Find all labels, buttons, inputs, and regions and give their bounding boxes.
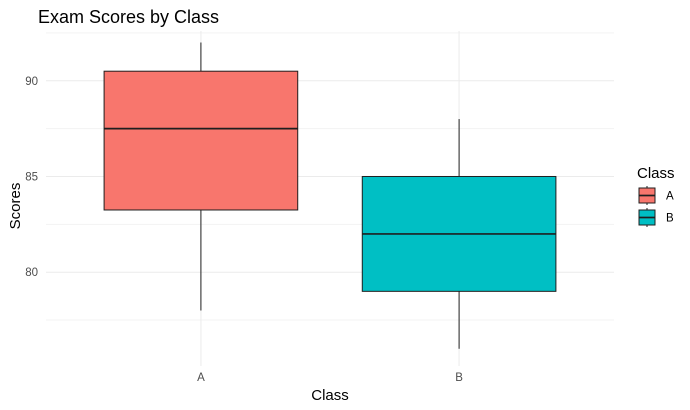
legend-item-A: A bbox=[638, 186, 674, 205]
legend-label-A: A bbox=[666, 191, 674, 203]
box-A bbox=[103, 70, 299, 211]
x-tick-label: B bbox=[455, 372, 463, 384]
y-axis-title: Scores bbox=[7, 183, 24, 230]
legend-items: AB bbox=[638, 186, 674, 227]
y-tick-label: 80 bbox=[25, 267, 38, 279]
box-group-B bbox=[361, 119, 557, 349]
chart-title: Exam Scores by Class bbox=[38, 7, 219, 27]
y-tick-label: 90 bbox=[25, 76, 38, 88]
legend-item-B: B bbox=[638, 208, 674, 227]
box-group-A bbox=[103, 42, 299, 311]
x-tick-label: A bbox=[197, 372, 205, 384]
legend-title: Class bbox=[637, 165, 675, 182]
y-tick-label: 85 bbox=[25, 171, 38, 183]
legend: Class AB bbox=[637, 165, 675, 227]
y-axis: 80 85 90 bbox=[25, 76, 38, 279]
legend-label-B: B bbox=[666, 213, 674, 225]
x-axis-title: Class bbox=[311, 387, 349, 404]
plot-layer bbox=[103, 42, 557, 349]
